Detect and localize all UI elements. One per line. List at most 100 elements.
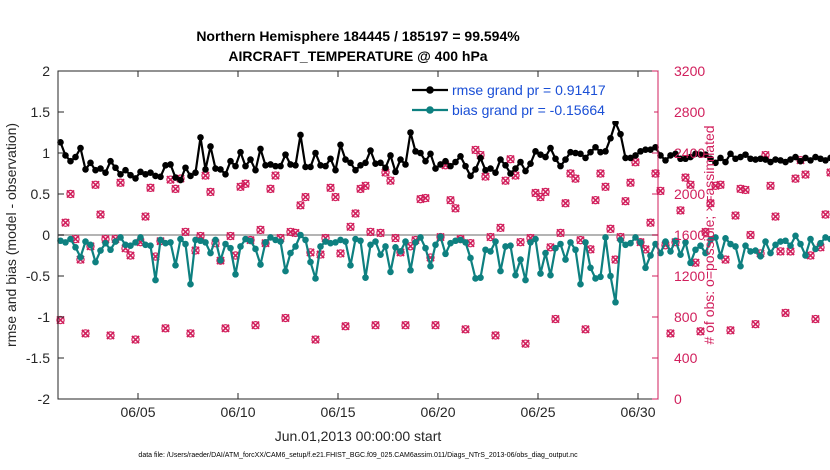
obs-assimilated-point: [811, 314, 820, 324]
bias-point: [62, 239, 69, 246]
bias-point: [722, 234, 729, 242]
rmse-point: [652, 143, 659, 151]
obs-possible-point: [746, 230, 755, 240]
bias-point: [87, 241, 94, 249]
bias-point: [67, 235, 74, 243]
data-file-footnote: data file: /Users/raeder/DAI/ATM_forcXX/…: [138, 452, 578, 459]
obs-possible-point: [96, 210, 105, 219]
x-axis-ticks: 06/05 06/10 06/15 06/20 06/25 06/30: [120, 71, 656, 420]
obs-possible-point: [751, 319, 760, 329]
obs-assimilated-point: [766, 181, 775, 190]
legend-bias-marker: [426, 106, 434, 114]
obs-assimilated-point: [126, 251, 135, 260]
rmse-point: [482, 166, 489, 174]
obs-assimilated-point: [601, 182, 610, 191]
rmse-point: [817, 155, 824, 163]
y-right-axis-ticks: 0 400 800 1200 1600 2000 2400 2800 3200: [652, 63, 705, 407]
bias-point: [792, 232, 799, 240]
obs-possible-point: [451, 204, 460, 213]
bias-point: [352, 235, 359, 243]
obs-assimilated-point: [381, 168, 390, 177]
obs-assimilated-point: [201, 171, 210, 180]
obs-assimilated-point: [801, 170, 810, 179]
bias-point: [107, 246, 114, 254]
bias-point: [647, 252, 654, 259]
obs-possible-point: [506, 154, 515, 164]
obs-possible-point: [516, 237, 525, 247]
rmse-point: [407, 129, 414, 136]
obs-possible-point: [606, 224, 615, 234]
bias-point: [562, 256, 569, 263]
rmse-point: [382, 164, 389, 172]
rmse-point: [697, 151, 704, 158]
obs-possible-point: [621, 196, 630, 206]
bias-point: [617, 236, 624, 244]
bias-point: [347, 262, 354, 269]
obs-possible-point: [266, 184, 275, 194]
rmse-point: [177, 176, 184, 184]
bias-point: [357, 237, 364, 245]
obs-possible-point: [361, 181, 370, 190]
obs-possible-point: [106, 331, 115, 340]
rmse-point: [422, 157, 429, 165]
obs-assimilated-point: [481, 172, 490, 181]
rmse-point: [577, 150, 584, 158]
rmse-point: [182, 164, 189, 172]
obs-possible-point: [496, 223, 505, 233]
obs-possible-point: [771, 212, 780, 221]
obs-assimilated-point: [311, 335, 320, 344]
rmse-point: [142, 171, 149, 178]
obs-assimilated-point: [591, 195, 600, 205]
rmse-point: [87, 159, 94, 167]
rmse-point: [607, 134, 614, 142]
bias-point: [492, 238, 499, 245]
bias-point: [807, 235, 814, 243]
obs-assimilated-point: [221, 324, 230, 333]
bias-point: [652, 240, 659, 248]
obs-possible-point: [591, 195, 600, 205]
obs-assimilated-point: [751, 320, 760, 329]
bias-point: [632, 234, 639, 241]
rmse-point: [572, 149, 579, 157]
obs-assimilated-point: [256, 225, 265, 235]
legend-box: [404, 77, 654, 121]
rmse-point: [682, 155, 689, 163]
bias-point: [762, 238, 769, 245]
obs-assimilated-point: [206, 187, 215, 197]
obs-assimilated-point: [516, 238, 525, 247]
bias-point: [822, 234, 829, 241]
bias-point: [442, 250, 449, 258]
obs-assimilated-point: [81, 329, 90, 338]
rmse-point: [317, 162, 324, 169]
obs-possible-point: [256, 225, 265, 235]
rmse-point: [532, 148, 539, 155]
rmse-point: [207, 143, 214, 150]
rmse-point: [487, 165, 494, 172]
rmse-point: [332, 166, 339, 174]
rmse-point: [132, 175, 139, 182]
rmse-point: [367, 147, 374, 154]
rmse-point: [362, 159, 369, 167]
rmse-point: [237, 148, 244, 156]
rmse-point: [812, 153, 819, 161]
obs-possible-point: [401, 321, 410, 330]
obs-possible-point: [346, 222, 355, 231]
bias-point: [212, 236, 219, 244]
obs-assimilated-point: [281, 313, 290, 323]
rmse-point: [472, 166, 479, 173]
rmse-point: [372, 160, 379, 167]
obs-assimilated-point: [501, 176, 510, 185]
rmse-point: [322, 162, 329, 170]
obs-possible-point: [741, 185, 750, 195]
obs-possible-point: [341, 322, 350, 331]
bias-point: [172, 262, 179, 269]
obs-possible-point: [131, 335, 140, 344]
bias-point: [512, 271, 519, 279]
rmse-point: [537, 151, 544, 158]
obs-assimilated-point: [571, 174, 580, 183]
obs-possible-point: [556, 228, 565, 238]
obs-possible-point: [491, 331, 500, 340]
obs-possible-point: [561, 199, 570, 208]
obs-possible-point: [626, 178, 635, 187]
rmse-point: [772, 156, 779, 163]
